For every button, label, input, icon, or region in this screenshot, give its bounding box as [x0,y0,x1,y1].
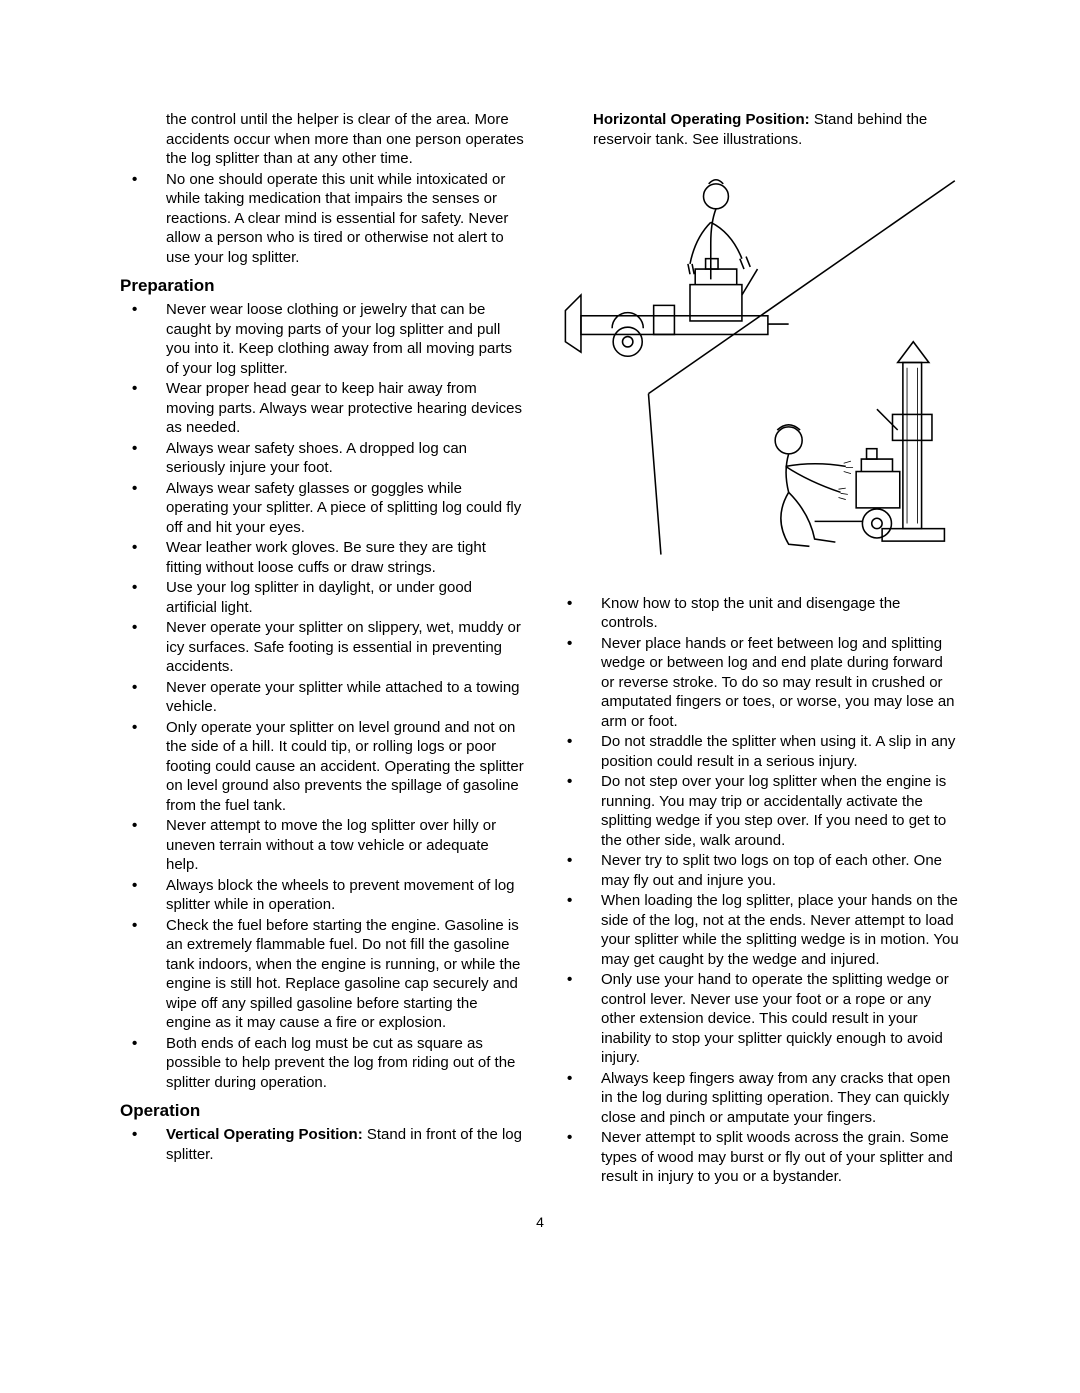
list-item: • Vertical Operating Position: Stand in … [120,1125,525,1164]
bullet-icon: • [132,718,166,816]
list-item: •Know how to stop the unit and disengage… [555,594,960,633]
list-item-text: When loading the log splitter, place you… [601,891,960,969]
bullet-icon: • [132,170,166,268]
intro-bullet-list: • No one should operate this unit while … [120,170,525,268]
list-item-text: Do not straddle the splitter when using … [601,732,960,771]
bullet-icon: • [567,594,601,633]
list-item-text: Always block the wheels to prevent movem… [166,876,525,915]
list-item: •Both ends of each log must be cut as sq… [120,1034,525,1093]
left-column: the control until the helper is clear of… [120,110,525,1188]
bullet-icon: • [132,439,166,478]
log-splitter-illustration [555,160,960,570]
bullet-icon: • [132,618,166,677]
list-item: •Never attempt to move the log splitter … [120,816,525,875]
col2-bullet-list: •Know how to stop the unit and disengage… [555,594,960,1187]
two-column-layout: the control until the helper is clear of… [120,110,960,1188]
vertical-position-label: Vertical Operating Position: [166,1126,363,1143]
page-number: 4 [120,1213,960,1231]
list-item: •Only operate your splitter on level gro… [120,718,525,816]
list-item-text: Only use your hand to operate the splitt… [601,970,960,1068]
list-item: •Always keep fingers away from any crack… [555,1069,960,1128]
list-item-text: No one should operate this unit while in… [166,170,525,268]
list-item: •Never operate your splitter while attac… [120,678,525,717]
bullet-icon: • [132,479,166,538]
list-item: •Never operate your splitter on slippery… [120,618,525,677]
list-item: •When loading the log splitter, place yo… [555,891,960,969]
list-item-text: Only operate your splitter on level grou… [166,718,525,816]
bullet-icon: • [132,916,166,1033]
horizontal-position-label: Horizontal Operating Position: [593,111,810,128]
bullet-icon: • [132,1034,166,1093]
right-column: Horizontal Operating Position: Stand beh… [555,110,960,1188]
list-item-text: Never try to split two logs on top of ea… [601,851,960,890]
list-item: •Do not step over your log splitter when… [555,772,960,850]
list-item-text: Know how to stop the unit and disengage … [601,594,960,633]
bullet-icon: • [567,851,601,890]
bullet-icon: • [567,1069,601,1128]
list-item-text: Never attempt to split woods across the … [601,1128,960,1187]
list-item: •Always block the wheels to prevent move… [120,876,525,915]
list-item: •Wear proper head gear to keep hair away… [120,379,525,438]
list-item: •Never place hands or feet between log a… [555,634,960,732]
list-item: •Always wear safety shoes. A dropped log… [120,439,525,478]
continuation-text: the control until the helper is clear of… [120,110,525,169]
list-item: •Only use your hand to operate the split… [555,970,960,1068]
bullet-icon: • [132,300,166,378]
list-item: •Do not straddle the splitter when using… [555,732,960,771]
list-item-text: Check the fuel before starting the engin… [166,916,525,1033]
list-item-text: Do not step over your log splitter when … [601,772,960,850]
list-item: •Check the fuel before starting the engi… [120,916,525,1033]
bullet-icon: • [567,634,601,732]
list-item-text: Vertical Operating Position: Stand in fr… [166,1125,525,1164]
list-item: • No one should operate this unit while … [120,170,525,268]
bullet-icon: • [132,578,166,617]
list-item: •Wear leather work gloves. Be sure they … [120,538,525,577]
list-item: •Never wear loose clothing or jewelry th… [120,300,525,378]
list-item-text: Never operate your splitter on slippery,… [166,618,525,677]
bullet-icon: • [132,1125,166,1164]
bullet-icon: • [567,772,601,850]
bullet-icon: • [132,538,166,577]
bullet-icon: • [132,876,166,915]
list-item: •Use your log splitter in daylight, or u… [120,578,525,617]
list-item-text: Wear leather work gloves. Be sure they a… [166,538,525,577]
list-item-text: Never operate your splitter while attach… [166,678,525,717]
preparation-bullet-list: •Never wear loose clothing or jewelry th… [120,300,525,1092]
list-item: •Never attempt to split woods across the… [555,1128,960,1187]
horizontal-position-item: Horizontal Operating Position: Stand beh… [555,110,960,149]
preparation-heading: Preparation [120,275,525,297]
list-item-text: Always wear safety glasses or goggles wh… [166,479,525,538]
bullet-icon: • [567,891,601,969]
operation-bullet-list: • Vertical Operating Position: Stand in … [120,1125,525,1164]
list-item: •Always wear safety glasses or goggles w… [120,479,525,538]
list-item-text: Always keep fingers away from any cracks… [601,1069,960,1128]
list-item-text: Never wear loose clothing or jewelry tha… [166,300,525,378]
list-item-text: Both ends of each log must be cut as squ… [166,1034,525,1093]
bullet-icon: • [132,678,166,717]
list-item-text: Wear proper head gear to keep hair away … [166,379,525,438]
list-item: •Never try to split two logs on top of e… [555,851,960,890]
list-item-text: Use your log splitter in daylight, or un… [166,578,525,617]
bullet-icon: • [132,816,166,875]
bullet-icon: • [567,1128,601,1187]
list-item-text: Never attempt to move the log splitter o… [166,816,525,875]
operation-heading: Operation [120,1100,525,1122]
bullet-icon: • [567,970,601,1068]
bullet-icon: • [567,732,601,771]
list-item-text: Always wear safety shoes. A dropped log … [166,439,525,478]
bullet-icon: • [132,379,166,438]
list-item-text: Never place hands or feet between log an… [601,634,960,732]
